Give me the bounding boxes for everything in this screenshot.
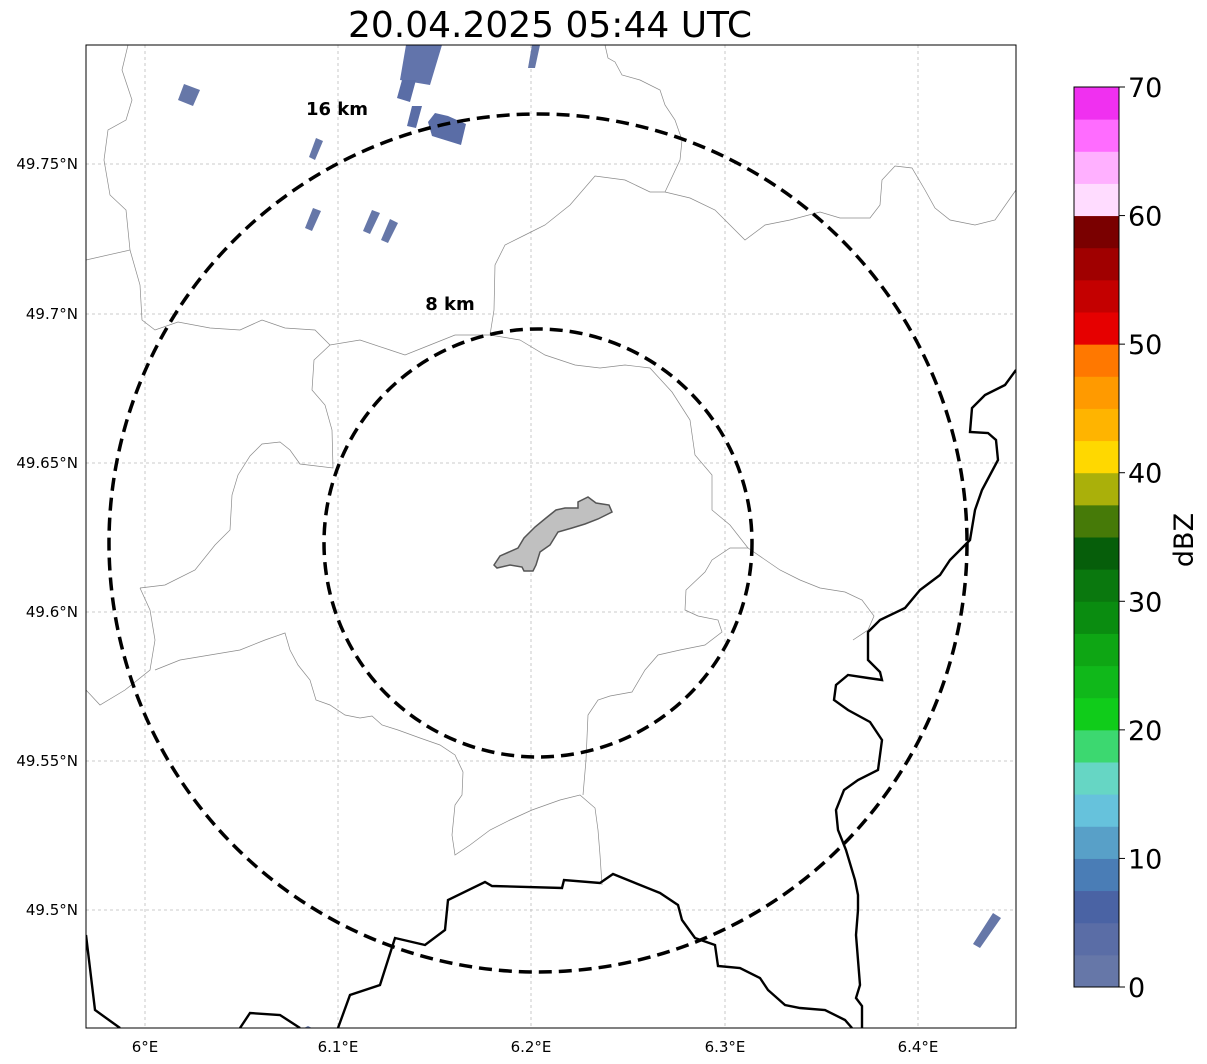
radar-echo (178, 84, 200, 106)
colorbar-tick-label: 0 (1128, 973, 1145, 1004)
boundary-line (582, 547, 875, 796)
range-ring-label-8km: 8 km (425, 294, 475, 315)
colorbar-segment (1074, 922, 1119, 956)
colorbar-segment (1074, 601, 1119, 634)
lon-tick-label: 6.2°E (511, 1038, 552, 1056)
colorbar-segment (1074, 504, 1119, 538)
boundary-line (519, 339, 749, 549)
radar-echo (428, 113, 466, 145)
colorbar: 0 10 20 30 40 50 60 70 dBZ (1073, 73, 1200, 1004)
colorbar-segment (1074, 119, 1119, 152)
colorbar-segment (1074, 279, 1119, 313)
colorbar-segment (1074, 183, 1119, 217)
lat-tick-label: 49.7°N (26, 305, 78, 323)
colorbar-segment (1074, 376, 1119, 409)
lat-tick-label: 49.6°N (26, 603, 78, 621)
boundary-line (86, 587, 156, 706)
colorbar-segment (1074, 472, 1119, 506)
colorbar-segment (1074, 569, 1119, 602)
gridlines (86, 45, 1016, 1028)
radar-echo (973, 913, 1001, 948)
radar-echoes (178, 45, 1001, 1028)
lon-tick-label: 6.3°E (705, 1038, 746, 1056)
lat-tick-label: 49.5°N (26, 901, 78, 919)
range-ring-16km (107, 112, 969, 974)
colorbar-tick-label: 10 (1128, 844, 1162, 875)
lon-tick-label: 6.1°E (318, 1038, 359, 1056)
colorbar-segment (1074, 151, 1119, 184)
range-ring-label-16km: 16 km (306, 99, 368, 120)
radar-echo (397, 80, 416, 102)
colorbar-segment (1074, 537, 1119, 570)
colorbar-tick-label: 30 (1128, 587, 1162, 618)
colorbar-tick-label: 70 (1128, 73, 1162, 104)
colorbar-segment (1074, 408, 1119, 442)
lon-tick-label: 6°E (132, 1038, 159, 1056)
boundary-line (154, 632, 603, 886)
lon-tick-label: 6.4°E (898, 1038, 939, 1056)
lat-tick-labels: 49.75°N 49.7°N 49.65°N 49.6°N 49.55°N 49… (16, 155, 78, 919)
colorbar-segment (1074, 729, 1119, 763)
radar-echo (407, 106, 422, 128)
map-area: 16 km 8 km (85, 44, 1017, 1029)
colorbar-segment (1074, 247, 1119, 281)
colorbar-segment (1074, 633, 1119, 667)
radar-echo (309, 138, 323, 160)
boundary-line (604, 45, 683, 193)
town-outline (493, 496, 613, 572)
colorbar-segment (1074, 312, 1119, 345)
colorbar-tick-label: 20 (1128, 716, 1162, 747)
colorbar-segment (1074, 890, 1119, 924)
colorbar-segments (1074, 87, 1119, 988)
commune-boundaries (86, 45, 1016, 886)
radar-echo (528, 45, 540, 68)
boundary-line (489, 165, 1016, 336)
national-borders (86, 369, 1016, 1028)
colorbar-ticks: 0 10 20 30 40 50 60 70 (1119, 73, 1162, 1004)
lat-tick-label: 49.55°N (16, 752, 78, 770)
colorbar-segment (1074, 665, 1119, 699)
boundary-line (139, 344, 334, 589)
colorbar-segment (1074, 87, 1119, 120)
lat-tick-label: 49.75°N (16, 155, 78, 173)
border-line (239, 1011, 301, 1028)
radar-echo (400, 45, 442, 85)
range-ring-8km (322, 327, 754, 759)
lon-tick-labels: 6°E 6.1°E 6.2°E 6.3°E 6.4°E (132, 1038, 939, 1056)
colorbar-segment (1074, 858, 1119, 892)
colorbar-frame (1073, 86, 1120, 988)
colorbar-label: dBZ (1169, 513, 1200, 567)
colorbar-segment (1074, 344, 1119, 377)
colorbar-tick-label: 40 (1128, 459, 1162, 490)
boundary-line (129, 249, 521, 356)
border-line (832, 369, 1016, 1028)
boundary-line (86, 45, 133, 261)
colorbar-tick-label: 50 (1128, 330, 1162, 361)
radar-echo (363, 210, 380, 234)
border-line (86, 934, 121, 1028)
colorbar-segment (1074, 215, 1119, 249)
colorbar-segment (1074, 794, 1119, 827)
colorbar-segment (1074, 826, 1119, 859)
colorbar-tick-label: 60 (1128, 202, 1162, 233)
border-line (336, 872, 853, 1028)
colorbar-segment (1074, 954, 1119, 988)
colorbar-segment (1074, 762, 1119, 795)
colorbar-segment (1074, 440, 1119, 474)
colorbar-segment (1074, 697, 1119, 731)
radar-echo (381, 219, 398, 243)
lat-tick-label: 49.65°N (16, 454, 78, 472)
radar-echo (305, 208, 321, 231)
map-frame (85, 44, 1017, 1029)
map-title: 20.04.2025 05:44 UTC (348, 5, 752, 46)
